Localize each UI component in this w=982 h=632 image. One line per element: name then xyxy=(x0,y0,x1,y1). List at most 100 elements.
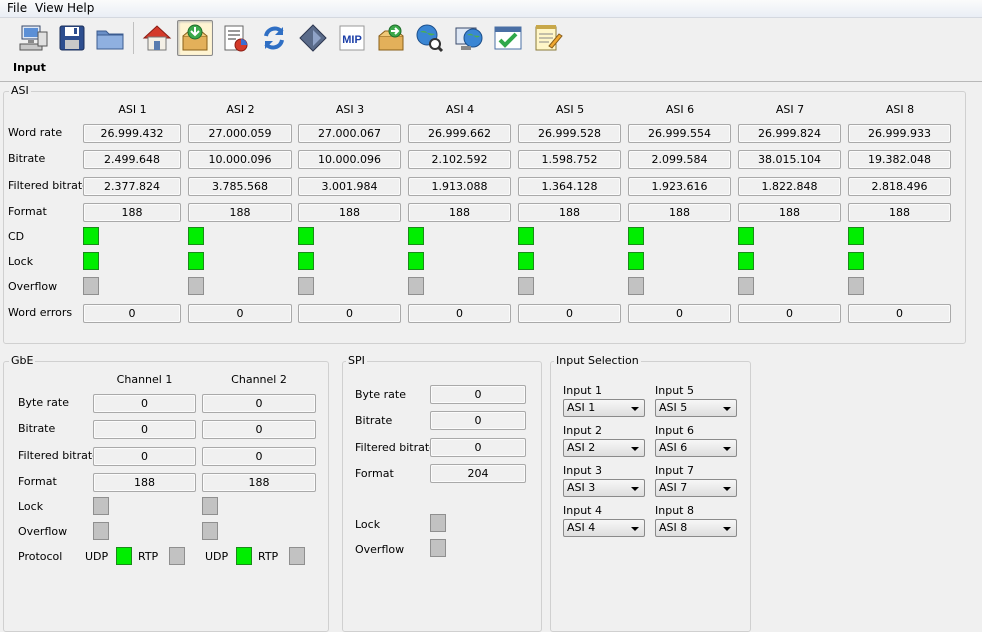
computer-icon[interactable] xyxy=(16,20,52,56)
gbe-bitrate-field: 0 xyxy=(93,420,196,439)
mip-icon[interactable]: MIP xyxy=(334,20,370,56)
gbe-overflow-indicator xyxy=(93,522,109,540)
notepad-icon[interactable] xyxy=(529,20,565,56)
asi-word-errors-field: 0 xyxy=(83,304,181,323)
asi-overflow-indicator xyxy=(83,277,99,295)
asi-bitrate-field: 10.000.096 xyxy=(188,150,292,169)
gbe-row-label-overflow: Overflow xyxy=(18,525,68,538)
gbe-byte-rate-field: 0 xyxy=(93,394,196,413)
asi-lock-indicator xyxy=(188,252,204,270)
gbe-udp-label: UDP xyxy=(85,550,109,563)
input-select-6[interactable]: ASI 6 xyxy=(655,439,737,457)
gbe-channel-header: Channel 1 xyxy=(116,373,173,386)
input-label: Input 4 xyxy=(563,504,602,517)
gbe-udp-indicator[interactable] xyxy=(116,547,132,565)
asi-word-errors-field: 0 xyxy=(188,304,292,323)
calendar-check-icon[interactable] xyxy=(490,20,526,56)
gbe-row-label-format: Format xyxy=(18,475,57,488)
asi-word-rate-field: 26.999.933 xyxy=(848,124,951,143)
menu-view[interactable]: View xyxy=(35,1,64,15)
input-label: Input 5 xyxy=(655,384,694,397)
gbe-bitrate-field: 0 xyxy=(202,420,316,439)
spi-filtered-bitrate-field: 0 xyxy=(430,438,526,457)
asi-group xyxy=(3,91,966,344)
refresh-icon[interactable] xyxy=(256,20,292,56)
asi-bitrate-field: 38.015.104 xyxy=(738,150,841,169)
chevron-down-icon xyxy=(723,527,731,531)
asi-overflow-indicator xyxy=(298,277,314,295)
chevron-down-icon xyxy=(631,407,639,411)
gbe-overflow-indicator xyxy=(202,522,218,540)
spi-bitrate-field: 0 xyxy=(430,411,526,430)
input-select-7[interactable]: ASI 7 xyxy=(655,479,737,497)
asi-bitrate-field: 2.499.648 xyxy=(83,150,181,169)
input-select-5[interactable]: ASI 5 xyxy=(655,399,737,417)
asi-lock-indicator xyxy=(83,252,99,270)
asi-filtered-bitrate-field: 2.377.824 xyxy=(83,177,181,196)
asi-overflow-indicator xyxy=(408,277,424,295)
asi-filtered-bitrate-field: 3.001.984 xyxy=(298,177,401,196)
asi-word-rate-field: 26.999.554 xyxy=(628,124,731,143)
asi-column-header: ASI 4 xyxy=(445,103,475,116)
gbe-format-field: 188 xyxy=(202,473,316,492)
input-select-value: ASI 2 xyxy=(567,441,596,454)
input-label: Input 2 xyxy=(563,424,602,437)
asi-bitrate-field: 2.102.592 xyxy=(408,150,511,169)
page-title: Input xyxy=(13,61,46,74)
spi-row-label-lock: Lock xyxy=(355,518,381,531)
input-label: Input 1 xyxy=(563,384,602,397)
save-icon[interactable] xyxy=(54,20,90,56)
spi-row-label-filtered-bitrate: Filtered bitrate xyxy=(355,441,436,454)
gbe-group-title: GbE xyxy=(9,354,36,367)
asi-row-label-filtered-bitrate: Filtered bitrate xyxy=(8,179,89,192)
folder-icon[interactable] xyxy=(92,20,128,56)
asi-lock-indicator xyxy=(408,252,424,270)
gbe-rtp-indicator[interactable] xyxy=(169,547,185,565)
spi-lock-indicator xyxy=(430,514,446,532)
asi-word-rate-field: 26.999.824 xyxy=(738,124,841,143)
input-select-4[interactable]: ASI 4 xyxy=(563,519,645,537)
asi-group-title: ASI xyxy=(9,84,31,97)
gbe-row-label-lock: Lock xyxy=(18,500,44,513)
menu-file[interactable]: File xyxy=(7,1,28,15)
asi-format-field: 188 xyxy=(188,203,292,222)
input-box-icon[interactable] xyxy=(177,20,213,56)
spi-row-label-format: Format xyxy=(355,467,394,480)
menu-help[interactable]: Help xyxy=(67,1,95,15)
input-select-8[interactable]: ASI 8 xyxy=(655,519,737,537)
asi-cd-indicator xyxy=(188,227,204,245)
asi-cd-indicator xyxy=(848,227,864,245)
home-icon[interactable] xyxy=(139,20,175,56)
asi-row-label-lock: Lock xyxy=(8,255,34,268)
asi-row-label-word-errors: Word errors xyxy=(8,306,73,319)
globe-search-icon[interactable] xyxy=(411,20,447,56)
asi-overflow-indicator xyxy=(848,277,864,295)
asi-filtered-bitrate-field: 2.818.496 xyxy=(848,177,951,196)
diamond-icon[interactable] xyxy=(295,20,331,56)
asi-word-errors-field: 0 xyxy=(628,304,731,323)
asi-overflow-indicator xyxy=(518,277,534,295)
output-box-icon[interactable] xyxy=(373,20,409,56)
asi-overflow-indicator xyxy=(628,277,644,295)
gbe-udp-indicator[interactable] xyxy=(236,547,252,565)
input-selection-title: Input Selection xyxy=(554,354,641,367)
asi-lock-indicator xyxy=(298,252,314,270)
chevron-down-icon xyxy=(723,407,731,411)
input-select-1[interactable]: ASI 1 xyxy=(563,399,645,417)
gbe-rtp-indicator[interactable] xyxy=(289,547,305,565)
input-select-3[interactable]: ASI 3 xyxy=(563,479,645,497)
input-select-2[interactable]: ASI 2 xyxy=(563,439,645,457)
asi-bitrate-field: 2.099.584 xyxy=(628,150,731,169)
input-label: Input 7 xyxy=(655,464,694,477)
asi-word-errors-field: 0 xyxy=(848,304,951,323)
asi-column-header: ASI 6 xyxy=(665,103,695,116)
asi-word-rate-field: 27.000.059 xyxy=(188,124,292,143)
globe-monitor-icon[interactable] xyxy=(451,20,487,56)
spi-byte-rate-field: 0 xyxy=(430,385,526,404)
gbe-row-label-filtered-bitrate: Filtered bitrate xyxy=(18,449,99,462)
gbe-format-field: 188 xyxy=(93,473,196,492)
asi-bitrate-field: 1.598.752 xyxy=(518,150,621,169)
asi-cd-indicator xyxy=(738,227,754,245)
asi-lock-indicator xyxy=(518,252,534,270)
chart-icon[interactable] xyxy=(217,20,253,56)
